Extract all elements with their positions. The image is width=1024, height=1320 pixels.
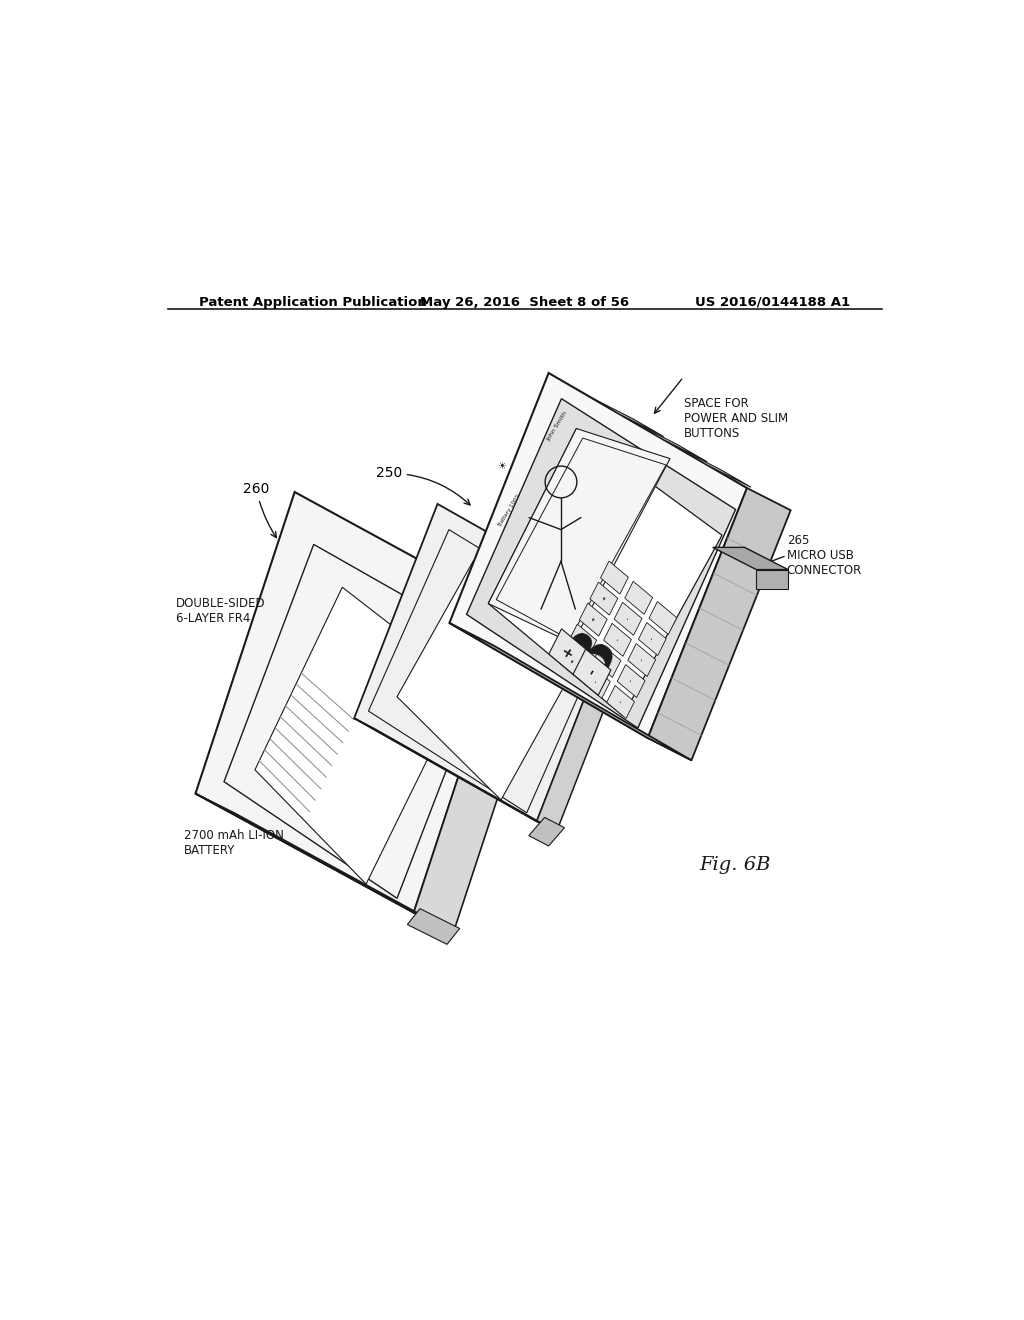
Polygon shape xyxy=(606,685,635,718)
Polygon shape xyxy=(634,422,708,462)
Polygon shape xyxy=(255,587,465,884)
Polygon shape xyxy=(450,374,748,738)
Polygon shape xyxy=(590,397,664,437)
Polygon shape xyxy=(678,447,751,487)
Text: Fig. 6B: Fig. 6B xyxy=(699,855,771,874)
Polygon shape xyxy=(354,718,557,832)
Text: 3: 3 xyxy=(556,620,629,689)
Text: -: - xyxy=(626,616,631,622)
Text: 260: 260 xyxy=(243,482,276,537)
Polygon shape xyxy=(638,623,667,656)
Polygon shape xyxy=(397,561,585,800)
Polygon shape xyxy=(467,399,735,729)
Polygon shape xyxy=(590,582,617,615)
Text: +: + xyxy=(590,616,597,623)
Polygon shape xyxy=(648,488,791,760)
Text: US 2016/0144188 A1: US 2016/0144188 A1 xyxy=(695,296,850,309)
Polygon shape xyxy=(600,561,629,594)
Polygon shape xyxy=(196,793,454,932)
Text: Battery 100%: Battery 100% xyxy=(498,492,521,527)
Text: 265
MICRO USB
CONNECTOR: 265 MICRO USB CONNECTOR xyxy=(786,535,862,577)
Text: John Smith: John Smith xyxy=(546,411,568,442)
Polygon shape xyxy=(488,429,670,644)
Text: ☀: ☀ xyxy=(497,461,506,471)
Polygon shape xyxy=(408,908,460,944)
Polygon shape xyxy=(583,665,610,698)
Polygon shape xyxy=(528,817,564,846)
Text: -: - xyxy=(614,638,621,642)
Polygon shape xyxy=(757,570,788,589)
Text: -: - xyxy=(604,659,609,663)
Polygon shape xyxy=(713,548,788,570)
Polygon shape xyxy=(628,644,655,677)
Polygon shape xyxy=(625,581,652,614)
Polygon shape xyxy=(580,603,607,636)
Text: +: + xyxy=(568,659,575,665)
Polygon shape xyxy=(414,611,553,932)
Polygon shape xyxy=(558,645,586,678)
Polygon shape xyxy=(617,664,645,697)
Text: -: - xyxy=(639,657,644,663)
Polygon shape xyxy=(537,607,640,832)
Text: -: - xyxy=(617,700,624,705)
Text: +: + xyxy=(600,595,607,602)
Polygon shape xyxy=(549,628,587,675)
Text: -: - xyxy=(629,678,634,684)
Polygon shape xyxy=(603,623,632,656)
Text: Program: Program xyxy=(564,630,590,661)
Polygon shape xyxy=(450,623,691,760)
Polygon shape xyxy=(488,429,722,715)
Text: 2700 mAh LI-ION
BATTERY: 2700 mAh LI-ION BATTERY xyxy=(183,829,284,857)
Polygon shape xyxy=(224,544,494,899)
Polygon shape xyxy=(573,649,611,696)
Polygon shape xyxy=(354,504,620,821)
Polygon shape xyxy=(369,529,608,813)
Text: 250: 250 xyxy=(376,466,470,506)
Polygon shape xyxy=(614,602,642,635)
Text: +: + xyxy=(580,638,586,644)
Text: SPACE FOR
POWER AND SLIM
BUTTONS: SPACE FOR POWER AND SLIM BUTTONS xyxy=(684,397,787,440)
Text: Patent Application Publication: Patent Application Publication xyxy=(200,296,427,309)
Polygon shape xyxy=(593,644,621,677)
Text: -: - xyxy=(585,667,599,678)
Polygon shape xyxy=(649,602,677,635)
Text: +: + xyxy=(559,643,577,660)
Text: DOUBLE-SIDED
6-LAYER FR4: DOUBLE-SIDED 6-LAYER FR4 xyxy=(176,597,265,626)
Polygon shape xyxy=(568,624,597,657)
Text: -: - xyxy=(594,680,599,684)
Polygon shape xyxy=(196,492,513,912)
Text: -: - xyxy=(649,636,655,642)
Text: May 26, 2016  Sheet 8 of 56: May 26, 2016 Sheet 8 of 56 xyxy=(420,296,630,309)
